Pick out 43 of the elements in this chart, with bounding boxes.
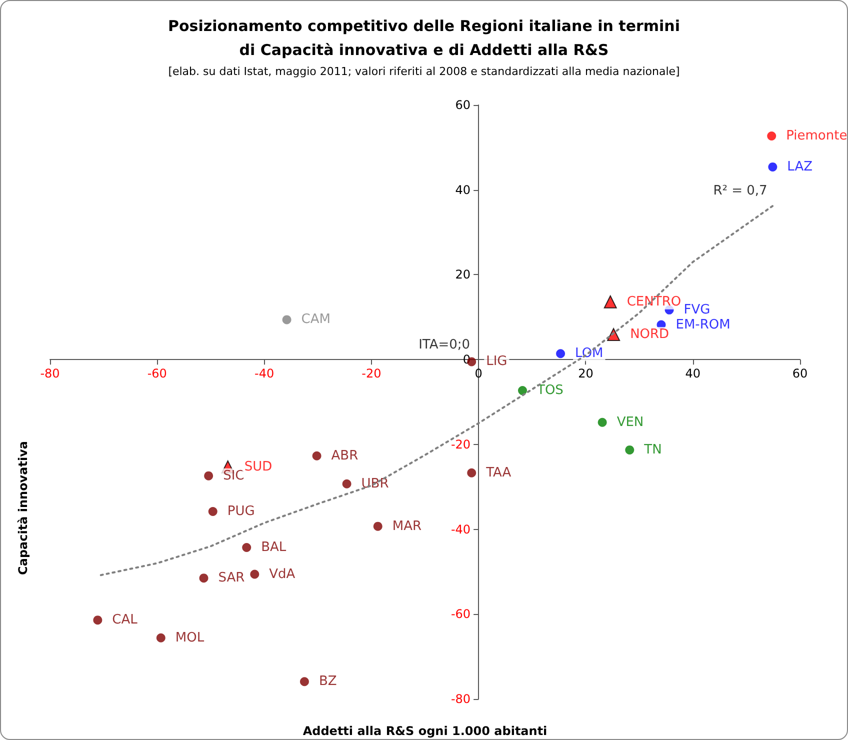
chart-subtitle: [elab. su dati Istat, maggio 2011; valori riferiti al 2008 e standardizzati alla media nazionale] xyxy=(168,65,680,78)
x-tick-label: 60 xyxy=(792,366,808,381)
x-tick-label: 40 xyxy=(685,366,700,381)
y-tick-label: -20 xyxy=(450,437,471,452)
data-label: MAR xyxy=(392,518,422,534)
data-label: FVG xyxy=(684,302,710,318)
x-tick-label: -40 xyxy=(254,366,274,381)
data-label: TN xyxy=(643,442,662,458)
x-tick-label: -60 xyxy=(147,366,167,381)
x-tick-label: 20 xyxy=(578,366,594,381)
data-label: SIC xyxy=(223,468,244,484)
annotation: ITA=0;0 xyxy=(418,338,470,353)
data-label: TAA xyxy=(485,465,512,480)
y-tick-label: -80 xyxy=(450,692,471,706)
data-label: EM-ROM xyxy=(676,317,730,332)
data-label: VdA xyxy=(269,566,296,582)
data-label: CENTRO xyxy=(626,294,682,310)
data-label: CAM xyxy=(301,312,330,328)
data-label: LIG xyxy=(486,354,508,370)
data-label: Piemonte xyxy=(786,128,848,144)
y-tick-label: 60 xyxy=(455,98,471,112)
annotation: R² = 0,7 xyxy=(713,184,768,199)
y-tick-label: 40 xyxy=(455,182,471,197)
data-label: SAR xyxy=(218,570,245,586)
data-label: PUG xyxy=(227,504,255,519)
data-label: ABR xyxy=(331,448,358,464)
y-tick-label: -40 xyxy=(450,522,471,536)
data-label: LAZ xyxy=(787,159,813,174)
data-label: NORD xyxy=(630,327,670,342)
data-label: MOL xyxy=(175,630,205,646)
data-label: BZ xyxy=(318,674,337,690)
y-tick-label: 20 xyxy=(455,268,471,282)
x-tick-label: -80 xyxy=(40,366,60,381)
data-label: VEN xyxy=(616,414,644,430)
data-label: BAL xyxy=(261,540,287,556)
data-label: SUD xyxy=(244,459,272,474)
chart-title: Posizionamento competitivo delle Regioni italiane in termini di Capacità innovativa e di Addetti alla R&S xyxy=(168,17,680,59)
data-label: CAL xyxy=(112,612,138,628)
x-axis-title: Addetti alla R&S ogni 1.000 abitanti xyxy=(302,724,548,738)
data-label: TOS xyxy=(536,383,564,398)
y-tick-label: -60 xyxy=(450,607,471,622)
x-tick-label: -20 xyxy=(362,366,382,381)
y-axis-title: Capacità innovativa xyxy=(16,440,30,575)
